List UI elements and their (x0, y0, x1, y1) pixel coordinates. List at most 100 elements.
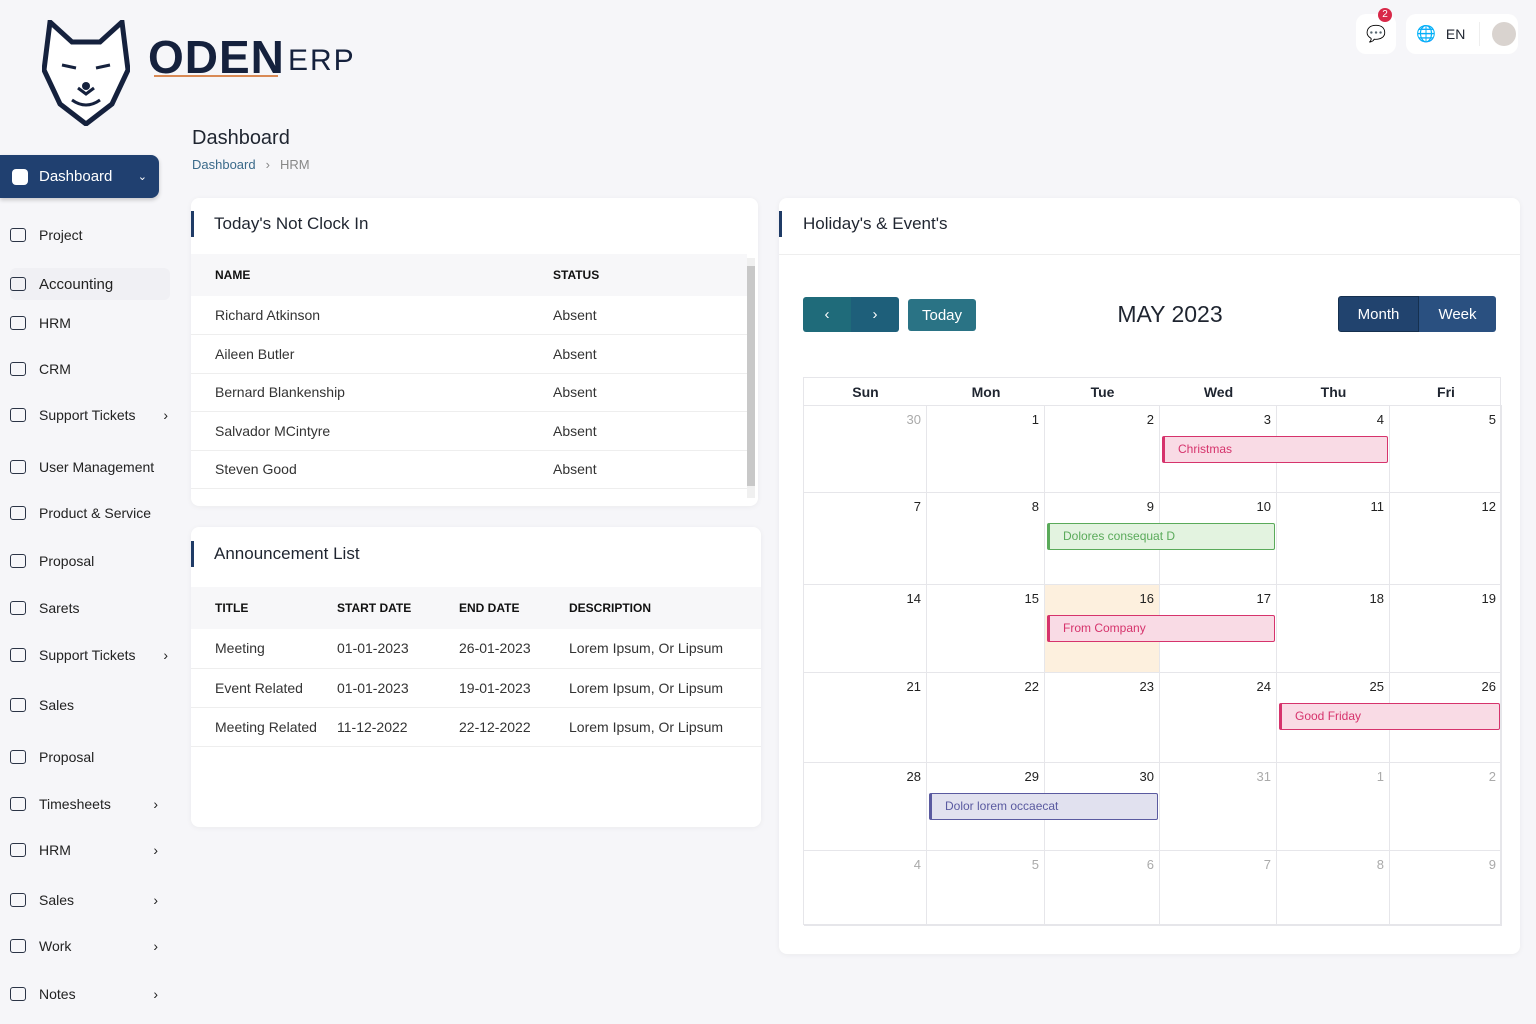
day-cell[interactable]: 31 (1160, 763, 1277, 851)
page-title: Dashboard (192, 127, 290, 149)
sidebar-item-label: Work (39, 938, 72, 954)
calendar-grid: Sun Mon Tue Wed Thu Fri 30 1 2 3 4 5 7 8 9 10 11 12 14 15 16… (803, 377, 1502, 926)
day-cell[interactable]: 8 (927, 493, 1045, 585)
sidebar-item[interactable]: Proposal (10, 553, 170, 569)
day-cell[interactable]: 2 (1390, 763, 1502, 851)
table-row: Bernard Blankenship Absent (191, 373, 747, 412)
day-cell[interactable]: 9 (1390, 851, 1502, 926)
language-select[interactable]: EN (1445, 26, 1466, 42)
menu-icon (10, 939, 26, 953)
sidebar-item[interactable]: Support Tickets › (10, 647, 170, 663)
day-cell[interactable]: 21 (804, 673, 927, 763)
day-cell[interactable]: 11 (1277, 493, 1390, 585)
day-cell[interactable]: 28 (804, 763, 927, 851)
sidebar-item-label: Support Tickets (39, 647, 136, 663)
sidebar-item-label: User Management (39, 459, 155, 475)
day-cell[interactable]: 1 (927, 406, 1045, 493)
day-cell[interactable]: 30 (804, 406, 927, 493)
day-cell[interactable]: 24 (1160, 673, 1277, 763)
sidebar-item[interactable]: Project (10, 227, 170, 243)
sidebar-item[interactable]: Sarets (10, 600, 170, 616)
announcement-cell: Event Related (191, 668, 337, 708)
day-cell[interactable]: 5 (1390, 406, 1502, 493)
calendar-event[interactable]: Dolor lorem occaecat (929, 793, 1158, 820)
day-cell[interactable]: 22 (927, 673, 1045, 763)
sidebar-item[interactable]: HRM (10, 315, 170, 331)
day-cell[interactable]: 14 (804, 585, 927, 673)
chevron-right-icon: › (163, 407, 168, 423)
sidebar-item[interactable]: Accounting (10, 268, 170, 300)
day-cell[interactable]: 19 (1390, 585, 1502, 673)
day-cell[interactable]: 4 (1277, 406, 1390, 493)
day-cell[interactable]: 18 (1277, 585, 1390, 673)
announcement-cell: Lorem Ipsum, Or Lipsum (569, 707, 761, 747)
sidebar-item[interactable]: Notes › (10, 986, 170, 1002)
sidebar-item[interactable]: Sales › (10, 892, 170, 908)
table-row: Meeting Related 11-12-2022 22-12-2022 Lorem… (191, 707, 761, 747)
chevron-left-icon: ‹ (824, 306, 830, 323)
week-view-button[interactable]: Week (1419, 296, 1496, 332)
day-cell[interactable]: 5 (927, 851, 1045, 926)
wolf-logo-icon (42, 20, 130, 126)
day-cell[interactable]: 6 (1045, 851, 1160, 926)
breadcrumb-dashboard[interactable]: Dashboard (192, 157, 256, 172)
sidebar-item-label: Sales (39, 697, 75, 713)
sidebar-item-dashboard[interactable]: Dashboard ⌄ (0, 155, 159, 198)
day-cell[interactable]: 1 (1277, 763, 1390, 851)
announcement-table: TITLE START DATE END DATE DESCRIPTION Meetin… (191, 587, 761, 747)
month-view-button[interactable]: Month (1338, 296, 1419, 332)
today-button[interactable]: Today (908, 299, 976, 331)
menu-icon (10, 987, 26, 1001)
sidebar-item[interactable]: User Management (10, 459, 170, 475)
breadcrumb-hrm: HRM (279, 157, 310, 172)
day-header: Mon (927, 378, 1045, 406)
day-cell[interactable]: 17 (1160, 585, 1277, 673)
sidebar-item[interactable]: Proposal (10, 749, 170, 765)
day-cell[interactable]: 30 (1045, 763, 1160, 851)
day-cell[interactable]: 7 (804, 493, 927, 585)
column-header: START DATE (337, 587, 459, 629)
menu-icon (10, 506, 26, 520)
sidebar-item[interactable]: Support Tickets › (10, 407, 170, 423)
column-header: TITLE (191, 587, 337, 629)
scrollbar[interactable] (747, 258, 755, 498)
calendar-event[interactable]: Christmas (1162, 436, 1388, 463)
day-cell[interactable]: 23 (1045, 673, 1160, 763)
day-cell[interactable]: 7 (1160, 851, 1277, 926)
sidebar-item-label: Proposal (39, 553, 95, 569)
globe-icon: 🌐 (1416, 26, 1436, 43)
sidebar-item[interactable]: HRM › (10, 842, 170, 858)
brand-underline (154, 75, 278, 77)
day-cell[interactable]: 8 (1277, 851, 1390, 926)
sidebar-item[interactable]: Product & Service (10, 505, 170, 521)
month-label: MAY 2023 (1117, 301, 1223, 327)
day-cell[interactable]: 26 (1390, 673, 1502, 763)
menu-icon (10, 316, 26, 330)
sidebar-item-label: Support Tickets (39, 407, 136, 423)
user-avatar[interactable] (1492, 22, 1517, 46)
next-month-button[interactable]: › (851, 297, 899, 332)
menu-icon (10, 698, 26, 712)
day-cell[interactable]: 2 (1045, 406, 1160, 493)
menu-icon (10, 601, 26, 615)
calendar-event[interactable]: Good Friday (1279, 703, 1500, 730)
day-cell[interactable]: 12 (1390, 493, 1502, 585)
calendar-event[interactable]: Dolores consequat D (1047, 523, 1275, 550)
announcement-cell: 26-01-2023 (459, 629, 569, 669)
day-cell[interactable]: 10 (1160, 493, 1277, 585)
prev-month-button[interactable]: ‹ (803, 297, 851, 332)
card-title: Announcement List (191, 541, 360, 567)
name-cell: Salvador MCintyre (191, 411, 529, 451)
sidebar-item-label: Accounting (39, 275, 114, 293)
day-cell[interactable]: 15 (927, 585, 1045, 673)
sidebar-item[interactable]: Work › (10, 938, 170, 954)
menu-icon (10, 893, 26, 907)
sidebar-item[interactable]: CRM (10, 361, 170, 377)
sidebar-item[interactable]: Timesheets › (10, 796, 170, 812)
calendar-event[interactable]: From Company (1047, 615, 1275, 642)
sidebar-item[interactable]: Sales (10, 697, 170, 713)
column-header: END DATE (459, 587, 569, 629)
day-cell[interactable]: 4 (804, 851, 927, 926)
notifications-button[interactable]: 💬 2 (1356, 8, 1396, 54)
announcement-cell: Meeting (191, 629, 337, 669)
